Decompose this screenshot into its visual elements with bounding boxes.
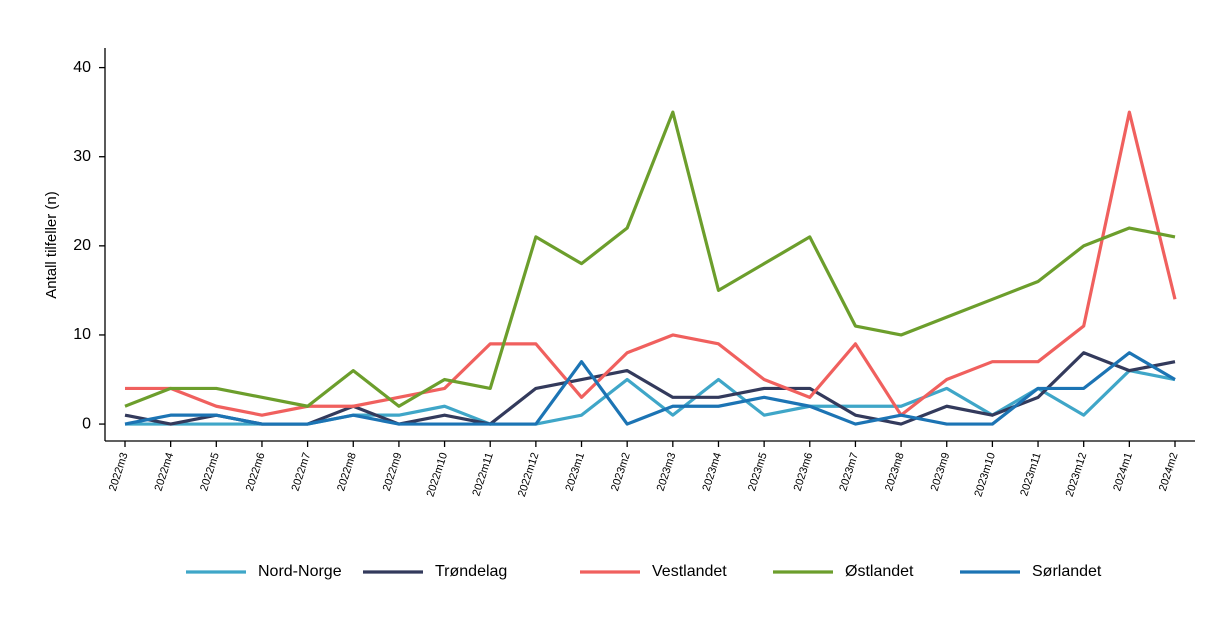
x-tick-label: 2022m7 — [290, 451, 314, 493]
x-tick-label: 2023m7 — [837, 451, 861, 493]
x-tick-label: 2024m1 — [1111, 451, 1135, 493]
series-line — [125, 110, 1177, 417]
x-tick-label: 2023m3 — [655, 451, 679, 493]
legend-label: Østlandet — [845, 563, 914, 580]
x-tick-label: 2022m4 — [153, 451, 177, 493]
x-tick-label: 2023m10 — [972, 451, 998, 498]
x-tick-label: 2023m8 — [883, 451, 907, 493]
x-tick-label: 2023m4 — [700, 451, 724, 493]
x-tick-label: 2022m9 — [381, 451, 405, 493]
x-tick-label: 2022m6 — [244, 451, 268, 493]
y-tick-label: 20 — [73, 237, 91, 254]
x-tick-label: 2022m8 — [335, 451, 359, 493]
x-tick-label: 2023m12 — [1064, 451, 1090, 498]
y-tick-label: 40 — [73, 59, 91, 76]
y-tick-label: 30 — [73, 148, 91, 165]
legend-label: Nord-Norge — [258, 563, 342, 580]
series-line — [124, 351, 1176, 426]
x-tick-label: 2023m11 — [1018, 451, 1043, 498]
x-tick-label: 2023m6 — [792, 451, 816, 493]
x-tick-label: 2023m9 — [929, 451, 953, 493]
x-tick-label: 2024m2 — [1157, 451, 1181, 493]
y-tick-label: 10 — [73, 326, 91, 343]
x-tick-label: 2022m10 — [425, 451, 451, 498]
x-tick-label: 2022m11 — [470, 451, 495, 498]
legend-label: Sørlandet — [1032, 563, 1102, 580]
series-line — [124, 110, 1176, 408]
x-tick-label: 2023m1 — [563, 451, 587, 493]
y-axis-label: Antall tilfeller (n) — [43, 191, 60, 299]
x-tick-label: 2023m2 — [609, 451, 633, 493]
series-line — [124, 351, 1176, 426]
y-tick-label: 0 — [82, 415, 91, 432]
x-tick-label: 2022m5 — [198, 451, 222, 493]
x-tick-label: 2023m5 — [746, 451, 770, 493]
x-tick-label: 2022m3 — [107, 451, 131, 493]
legend-label: Vestlandet — [652, 563, 727, 580]
x-tick-label: 2022m12 — [516, 451, 542, 498]
legend-label: Trøndelag — [435, 563, 507, 580]
